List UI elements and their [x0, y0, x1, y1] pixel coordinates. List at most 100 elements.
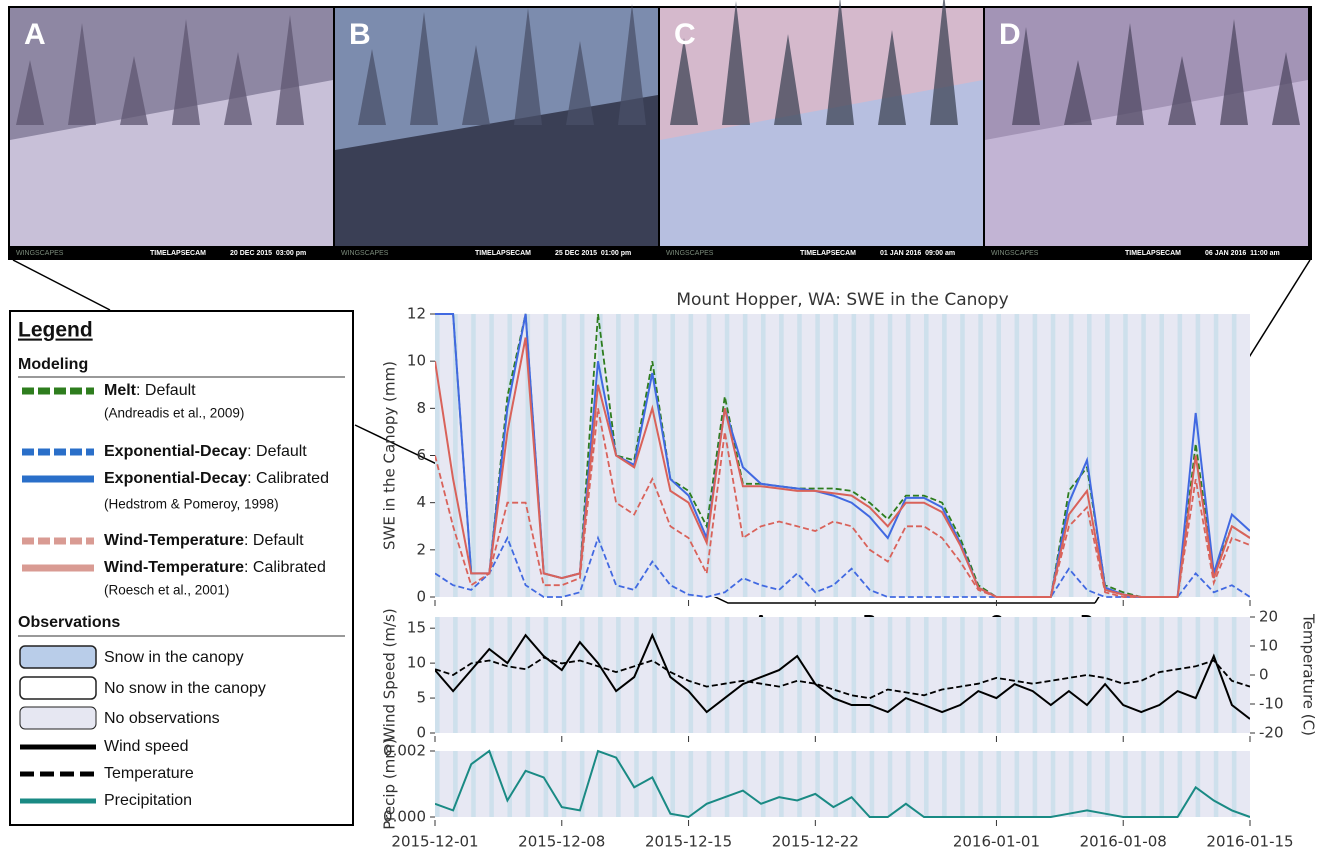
photo-tree	[16, 60, 44, 125]
plot-stripe	[1050, 751, 1056, 817]
y-axis-label: Precip (mm)	[381, 738, 399, 829]
legend-label: Wind-Temperature: Calibrated	[104, 559, 326, 576]
photo-camera: TIMELAPSECAM	[150, 250, 206, 257]
plot-stripe	[1105, 314, 1110, 597]
plot-stripe	[851, 617, 857, 733]
photo-tree	[826, 0, 854, 125]
plot-stripe	[579, 751, 585, 817]
photo-timestamp: 25 DEC 2015 01:00 pm	[555, 250, 631, 257]
plot-stripe	[1213, 617, 1219, 733]
y-tick-label: 0	[416, 724, 426, 742]
plot-stripe	[869, 314, 875, 597]
photo-tree	[930, 0, 958, 125]
plot-stripe	[507, 751, 512, 817]
y-tick-label: 12	[407, 305, 426, 323]
plot-stripe	[797, 751, 802, 817]
plot-stripe	[688, 314, 694, 597]
photo-tree	[276, 15, 304, 125]
plot-stripe	[1050, 617, 1056, 733]
plot-stripe	[815, 751, 820, 817]
legend: Legend Modeling Melt: Default (Andreadis…	[9, 310, 354, 826]
plot-stripe	[634, 617, 639, 733]
legend-detail: : Calibrated	[244, 559, 326, 576]
photo-tree	[722, 1, 750, 125]
plot-stripe	[833, 751, 838, 817]
plot-stripe	[706, 314, 712, 597]
plot-stripe	[724, 751, 730, 817]
plot-stripe	[996, 751, 1001, 817]
plot-stripe	[598, 751, 603, 817]
plot-stripe	[453, 751, 458, 817]
plot-stripe	[851, 314, 857, 597]
legend-label: Wind-Temperature: Default	[104, 532, 304, 549]
photo-tree	[514, 8, 542, 125]
chart-panel: Wind Speed (m/s) Temperature (C) 0 5 10 15 -20…	[381, 608, 1318, 742]
plot-stripe	[996, 617, 1001, 733]
legend-note: (Hedstrom & Pomeroy, 1998)	[104, 497, 279, 512]
photo-tree	[1168, 56, 1196, 125]
photo: B WINGSCAPES TIMELAPSECAM 25 DEC 2015 01:00…	[335, 4, 658, 259]
plot-stripe	[924, 314, 929, 597]
plot-stripe	[1105, 617, 1110, 733]
photo-tree	[566, 41, 594, 125]
photo-footer	[335, 246, 658, 259]
legend-swatch	[19, 706, 97, 730]
legend-label: Precipitation	[104, 792, 192, 809]
plot-stripe	[815, 314, 820, 597]
connector	[12, 259, 111, 311]
plot-stripe	[887, 751, 893, 817]
y-tick-label: 2	[416, 540, 426, 558]
plot-stripe	[1159, 617, 1164, 733]
y2-tick-label: 10	[1259, 637, 1278, 655]
plot-stripe	[833, 314, 838, 597]
legend-label: No snow in the canopy	[104, 680, 266, 697]
photo-tree	[1064, 60, 1092, 125]
y-tick-label: 10	[407, 654, 426, 672]
plot-stripe	[1231, 617, 1237, 733]
series-line	[435, 749, 1250, 819]
legend-label: Snow in the canopy	[104, 649, 244, 666]
plot-stripe	[851, 751, 857, 817]
photo-brand: WINGSCAPES	[16, 250, 64, 257]
plot-stripe	[579, 617, 585, 733]
photo-tree	[670, 38, 698, 125]
x-tick-label: 2015-12-01	[391, 833, 478, 851]
plot-stripe	[634, 751, 639, 817]
plot-stripe	[887, 617, 893, 733]
photo-camera: TIMELAPSECAM	[800, 250, 856, 257]
legend-note: (Roesch et al., 2001)	[104, 583, 229, 598]
plot-stripe	[435, 617, 440, 733]
plot-stripe	[724, 314, 730, 597]
plot-stripe	[1231, 314, 1237, 597]
plot-stripe	[1159, 314, 1164, 597]
y2-tick-label: -10	[1259, 695, 1284, 713]
plot-stripe	[471, 751, 476, 817]
series-line	[435, 408, 1250, 598]
plot-stripe	[1105, 751, 1110, 817]
plot-stripe	[435, 751, 440, 817]
plot-stripe	[905, 751, 911, 817]
legend-name: Melt	[104, 382, 137, 399]
plot-stripe	[507, 617, 512, 733]
legend-label: Exponential-Decay: Calibrated	[104, 470, 329, 487]
plot-stripe	[1141, 314, 1146, 597]
plot-stripe	[1213, 751, 1219, 817]
plot-stripe	[978, 314, 983, 597]
y-tick-label: 0.000	[383, 808, 426, 826]
plot-stripe	[960, 617, 965, 733]
legend-swatch	[19, 645, 97, 669]
photo-tree	[410, 12, 438, 125]
plot-stripe	[1014, 751, 1020, 817]
x-tick-label: 2015-12-15	[645, 833, 732, 851]
plot-stripe	[742, 617, 748, 733]
plot-stripe	[1177, 751, 1183, 817]
photo-tree	[172, 19, 200, 125]
plot-stripe	[489, 617, 494, 733]
legend-detail: : Calibrated	[247, 470, 329, 487]
legend-swatch	[19, 676, 97, 700]
plot-stripe	[688, 751, 694, 817]
photo-label: A	[24, 18, 46, 51]
plot-stripe	[1195, 617, 1201, 733]
plot-stripe	[942, 314, 947, 597]
